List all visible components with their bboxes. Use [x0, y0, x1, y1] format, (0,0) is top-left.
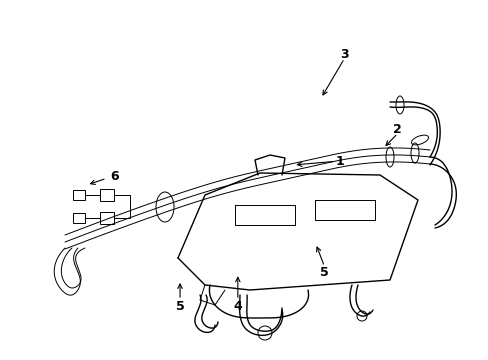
Bar — [100, 212, 114, 224]
Bar — [100, 189, 114, 201]
Bar — [73, 213, 85, 223]
Text: 2: 2 — [393, 123, 402, 136]
Text: 3: 3 — [340, 48, 348, 60]
Bar — [73, 190, 85, 200]
Text: 1: 1 — [335, 155, 344, 168]
Text: 5: 5 — [320, 266, 328, 279]
Text: 4: 4 — [233, 300, 242, 312]
Text: 6: 6 — [110, 170, 119, 183]
Text: 5: 5 — [175, 300, 184, 312]
